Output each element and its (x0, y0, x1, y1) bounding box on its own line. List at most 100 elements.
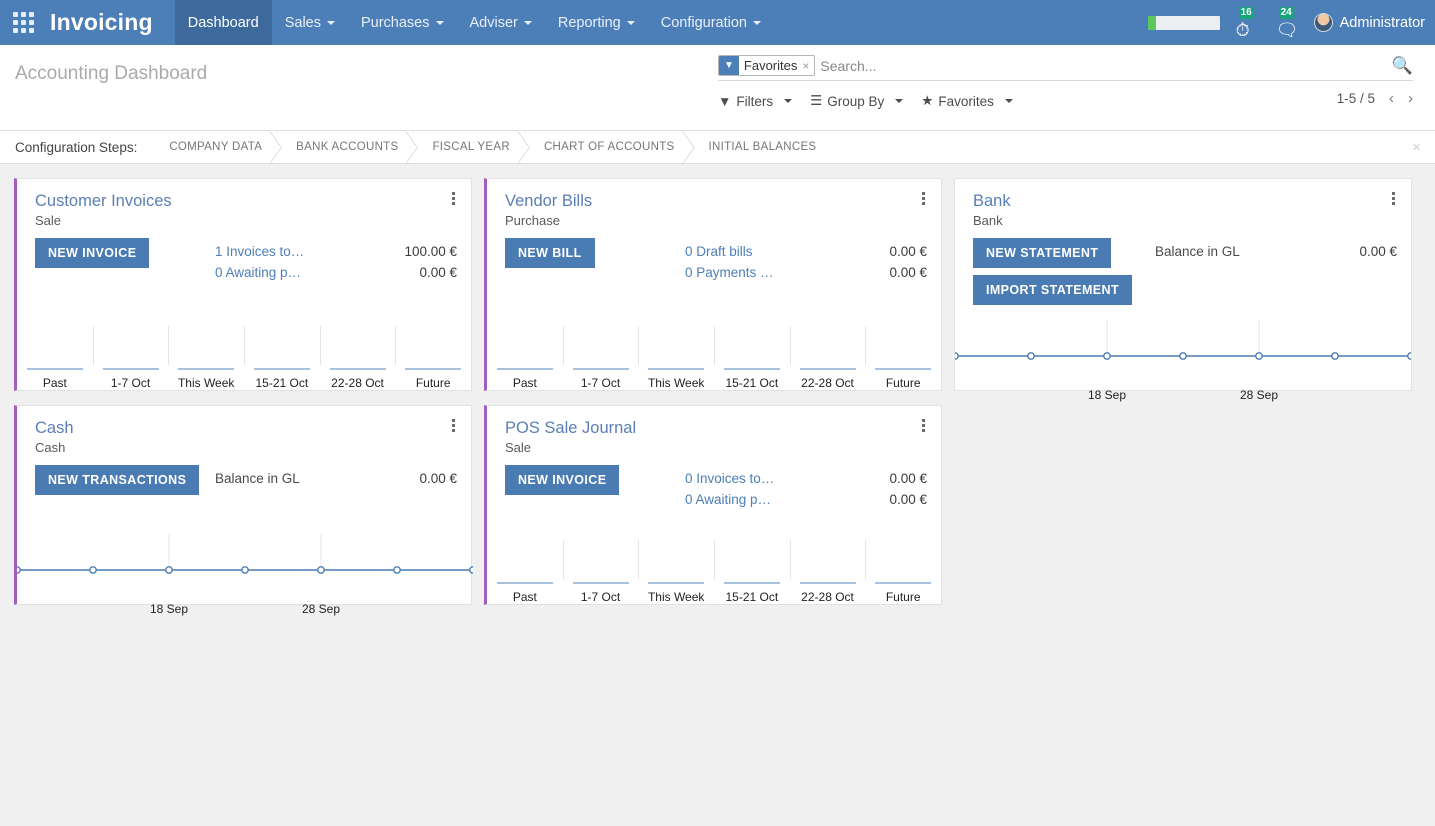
bar-column[interactable]: 22-28 Oct (789, 318, 866, 390)
bar-column[interactable]: Past (487, 318, 563, 390)
search-icon[interactable]: 🔍 (1391, 55, 1413, 75)
filters-dropdown[interactable]: ▼ Filters (718, 94, 793, 109)
bar-column[interactable]: Future (865, 318, 941, 390)
config-step-label: BANK ACCOUNTS (296, 141, 399, 153)
line-tick-label: 28 Sep (1239, 388, 1279, 402)
card-buttons: NEW INVOICE (35, 238, 150, 283)
chevron-down-icon (523, 20, 532, 25)
kebab-menu-icon[interactable] (445, 416, 461, 434)
card-body: NEW INVOICE 0 Invoices to… 0.00 € 0 Awaitin… (487, 455, 941, 510)
dashboard-board: Customer Invoices Sale NEW INVOICE 1 Invoic… (0, 164, 1435, 619)
menu-item-dashboard[interactable]: Dashboard (174, 0, 272, 45)
new-statement-button[interactable]: NEW STATEMENT (973, 238, 1112, 268)
bar-column[interactable]: 1-7 Oct (562, 532, 639, 604)
pager: 1-5 / 5 ‹ › (1337, 90, 1413, 107)
close-icon[interactable]: × (1412, 139, 1421, 156)
stat-label[interactable]: 0 Draft bills (685, 244, 753, 259)
favorites-dropdown[interactable]: ★ Favorites (921, 93, 1013, 109)
new-invoice-button[interactable]: NEW INVOICE (505, 465, 620, 495)
bar-column[interactable]: This Week (638, 318, 714, 390)
card-title[interactable]: Cash (35, 419, 74, 437)
bar-column[interactable]: 15-21 Oct (714, 318, 790, 390)
stat-label[interactable]: 0 Invoices to… (685, 471, 775, 486)
bar (329, 368, 386, 370)
config-step-company-data[interactable]: COMPANY DATA (155, 131, 282, 164)
star-icon: ★ (921, 93, 934, 108)
menu-item-reporting[interactable]: Reporting (545, 0, 648, 45)
search-facet-favorites[interactable]: ▼ Favorites × (718, 55, 816, 76)
bar-column[interactable]: 15-21 Oct (244, 318, 320, 390)
config-step-bank-accounts[interactable]: BANK ACCOUNTS (282, 131, 418, 164)
line-tick-label: 18 Sep (149, 602, 189, 616)
config-step-fiscal-year[interactable]: FISCAL YEAR (418, 131, 529, 164)
card-title[interactable]: Vendor Bills (505, 192, 593, 210)
bar-column[interactable]: 22-28 Oct (789, 532, 866, 604)
facet-remove-icon[interactable]: × (802, 58, 810, 73)
kebab-menu-icon[interactable] (445, 189, 461, 207)
menu-item-configuration[interactable]: Configuration (648, 0, 774, 45)
configuration-steps: COMPANY DATA BANK ACCOUNTS FISCAL YEAR CHAR… (155, 131, 836, 164)
menu-item-label: Purchases (360, 14, 430, 31)
bar (253, 368, 310, 370)
bar-tick-label: 1-7 Oct (110, 376, 151, 390)
bar-column[interactable]: Future (395, 318, 471, 390)
bar-column[interactable]: Past (487, 532, 563, 604)
bar-column[interactable]: Future (865, 532, 941, 604)
bar-tick-label: Past (512, 376, 537, 390)
card-subtitle: Sale (505, 440, 532, 455)
new-transactions-button[interactable]: NEW TRANSACTIONS (35, 465, 200, 495)
kebab-menu-icon[interactable] (1385, 189, 1401, 207)
card-title[interactable]: Customer Invoices (35, 192, 172, 210)
bar-column[interactable]: 22-28 Oct (319, 318, 396, 390)
card-title[interactable]: POS Sale Journal (505, 419, 637, 437)
group-by-dropdown[interactable]: ☰ Group By (810, 93, 904, 109)
app-brand[interactable]: Invoicing (50, 9, 153, 35)
stat-label[interactable]: 0 Awaiting p… (685, 492, 772, 507)
search-input[interactable] (820, 57, 1386, 74)
menu-item-purchases[interactable]: Purchases (348, 0, 457, 45)
chevron-down-icon (1004, 99, 1013, 103)
chevron-down-icon (626, 20, 635, 25)
menu-item-adviser[interactable]: Adviser (457, 0, 545, 45)
stat-value: 0.00 € (889, 492, 927, 507)
bar-column[interactable]: Past (17, 318, 93, 390)
kebab-menu-icon[interactable] (915, 416, 931, 434)
config-step-initial-balances[interactable]: INITIAL BALANCES (695, 131, 837, 164)
stat-row: 1 Invoices to… 100.00 € (215, 241, 457, 262)
import-statement-button[interactable]: IMPORT STATEMENT (973, 275, 1133, 305)
bar-tick-label: 15-21 Oct (255, 376, 309, 390)
stat-row: 0 Draft bills 0.00 € (685, 241, 927, 262)
stat-value: 100.00 € (404, 244, 457, 259)
bar-column[interactable]: This Week (168, 318, 244, 390)
bar-column[interactable]: 1-7 Oct (92, 318, 169, 390)
bar-column[interactable]: 1-7 Oct (562, 318, 639, 390)
bar-tick-label: 22-28 Oct (331, 376, 384, 390)
card-title[interactable]: Bank (973, 192, 1011, 210)
bar-column[interactable]: This Week (638, 532, 714, 604)
journal-card: Customer Invoices Sale NEW INVOICE 1 Invoic… (14, 178, 472, 391)
stat-label[interactable]: 0 Awaiting p… (215, 265, 302, 280)
kebab-menu-icon[interactable] (915, 189, 931, 207)
user-menu[interactable]: Administrator (1313, 13, 1425, 32)
new-invoice-button[interactable]: NEW INVOICE (35, 238, 150, 268)
stat-label[interactable]: 0 Payments … (685, 265, 774, 280)
bar (875, 582, 932, 584)
chevron-down-icon (784, 99, 793, 103)
line-chart: 18 Sep 28 Sep (951, 318, 1415, 402)
config-step-chart-of-accounts[interactable]: CHART OF ACCOUNTS (530, 131, 695, 164)
apps-grid-icon[interactable] (0, 0, 46, 45)
bar-column[interactable]: 15-21 Oct (714, 532, 790, 604)
line-chart-svg (951, 320, 1415, 360)
page-title: Accounting Dashboard (15, 63, 208, 84)
bar-tick-label: 15-21 Oct (725, 376, 779, 390)
new-bill-button[interactable]: NEW BILL (505, 238, 595, 268)
bar (572, 368, 629, 370)
messages-chat-icon[interactable]: 24 🗨 (1274, 6, 1300, 39)
pager-count: 1-5 / 5 (1336, 91, 1375, 106)
pager-next-icon[interactable]: › (1408, 90, 1413, 107)
activity-clock-icon[interactable]: 16 ⏱ (1234, 6, 1260, 39)
menu-item-sales[interactable]: Sales (272, 0, 348, 45)
stat-label[interactable]: 1 Invoices to… (215, 244, 305, 259)
card-buttons: NEW TRANSACTIONS (35, 465, 200, 495)
pager-previous-icon[interactable]: ‹ (1389, 90, 1394, 107)
